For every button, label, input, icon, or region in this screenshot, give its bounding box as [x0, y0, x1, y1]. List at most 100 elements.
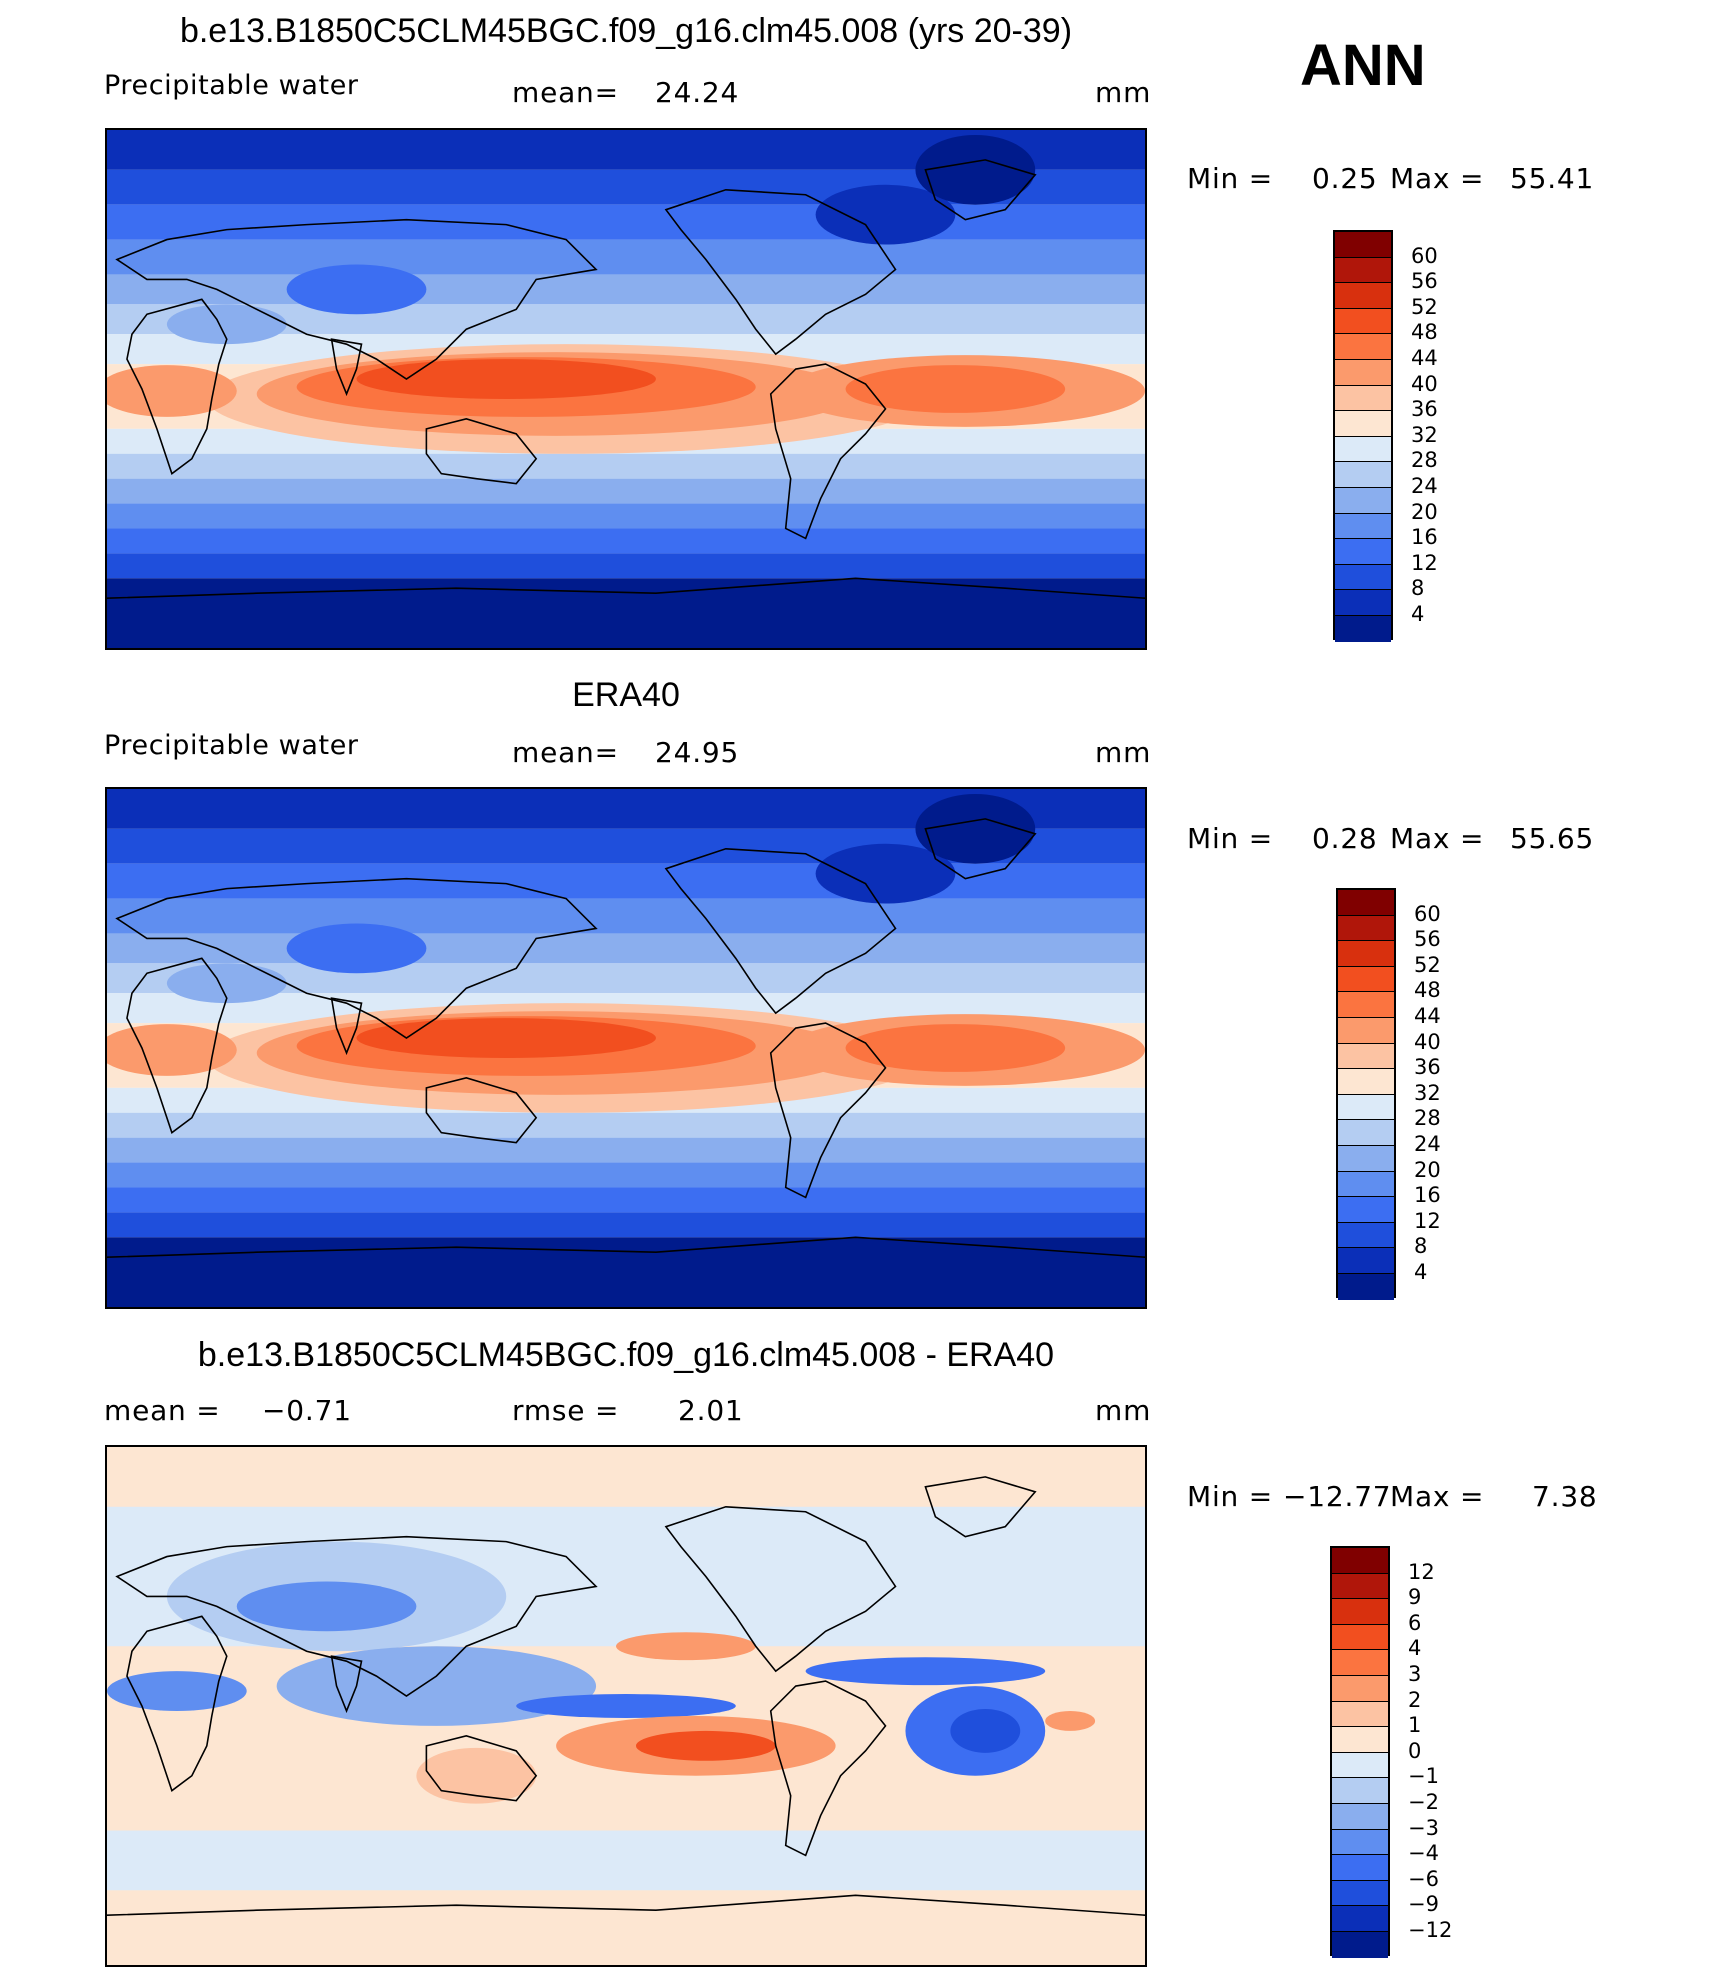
colorbar-tick-label: 32 — [1414, 1080, 1441, 1105]
panel-2-max-value: 55.65 — [1510, 822, 1595, 855]
colorbar-tick-label: −1 — [1408, 1764, 1439, 1789]
panel-1-min-label: Min = — [1187, 162, 1274, 195]
colorbar-tick-label: 44 — [1411, 346, 1438, 370]
colorbar-tick-label: 1 — [1408, 1713, 1422, 1738]
colorbar-tick-label: 28 — [1411, 448, 1438, 473]
colorbar-swatch — [1332, 1855, 1388, 1881]
colorbar-swatch — [1338, 1222, 1394, 1249]
panel-1-variable-label: Precipitable water — [104, 70, 359, 101]
colorbar-swatch — [1335, 487, 1391, 514]
panel-2-title: ERA40 — [572, 676, 680, 714]
colorbar-swatch — [1335, 308, 1391, 335]
colorbar-tick-label: −9 — [1408, 1892, 1439, 1917]
colorbar-tick-label: 20 — [1414, 1157, 1441, 1182]
panel-1-mean-label: mean= — [512, 76, 619, 109]
colorbar-swatch — [1335, 615, 1391, 642]
colorbar-tick-label: 16 — [1414, 1183, 1441, 1208]
colorbar-swatch — [1332, 1727, 1388, 1753]
colorbar-swatch — [1332, 1880, 1388, 1907]
panel-2-min-label: Min = — [1187, 822, 1274, 855]
panel-2-units: mm — [1095, 736, 1152, 769]
panel-2-min-value: 0.28 — [1312, 822, 1378, 855]
panel-1-min-value: 0.25 — [1312, 162, 1378, 195]
colorbar-tick-label: −12 — [1408, 1918, 1453, 1942]
colorbar-swatch — [1338, 1197, 1394, 1223]
panel-3-max-label: Max = — [1390, 1480, 1485, 1513]
colorbar-tick-label: 48 — [1411, 320, 1438, 345]
colorbar-swatch — [1338, 1017, 1394, 1044]
colorbar-swatch — [1332, 1931, 1388, 1958]
colorbar-tick-label: 40 — [1411, 371, 1438, 396]
colorbar-tick-label: 20 — [1411, 499, 1438, 524]
colorbar-swatch — [1338, 941, 1394, 967]
colorbar-tick-label: 4 — [1408, 1636, 1422, 1661]
colorbar-tick-label: 52 — [1411, 294, 1438, 319]
colorbar-tick-label: −3 — [1408, 1815, 1439, 1840]
colorbar-tick-label: −2 — [1408, 1790, 1439, 1814]
colorbar-swatch — [1332, 1573, 1388, 1600]
colorbar-swatch — [1332, 1752, 1388, 1779]
panel-2-variable-label: Precipitable water — [104, 730, 359, 761]
panel-1-max-label: Max = — [1390, 162, 1485, 195]
colorbar-tick-label: 2 — [1408, 1687, 1422, 1712]
colorbar-swatch — [1338, 1248, 1394, 1274]
colorbar-tick-label: 32 — [1411, 422, 1438, 447]
colorbar-tick-label: −6 — [1408, 1866, 1439, 1891]
colorbar-swatch — [1338, 1171, 1394, 1198]
colorbar-tick-label: 44 — [1414, 1004, 1441, 1028]
colorbar-swatch — [1338, 1069, 1394, 1095]
panel-3-min-value: −12.77 — [1283, 1480, 1392, 1513]
colorbar-swatch — [1335, 564, 1391, 591]
colorbar-tick-label: 40 — [1414, 1029, 1441, 1054]
panel-1-units: mm — [1095, 76, 1152, 109]
colorbar-swatch — [1332, 1778, 1388, 1804]
season-label: ANN — [1300, 33, 1426, 98]
colorbar-swatch — [1338, 992, 1394, 1018]
colorbar-tick-label: 12 — [1408, 1559, 1435, 1584]
colorbar-swatch — [1338, 890, 1394, 916]
colorbar-tick-label: −4 — [1408, 1841, 1439, 1866]
colorbar-swatch — [1338, 1120, 1394, 1146]
colorbar-swatch — [1332, 1675, 1388, 1702]
panel-3-rmse-label: rmse = — [512, 1394, 620, 1427]
panel-3-mean-value: −0.71 — [262, 1394, 352, 1427]
panel-3-rmse-value: 2.01 — [678, 1394, 744, 1427]
panel-1-mean-value: 24.24 — [655, 76, 740, 109]
colorbar-swatch — [1332, 1624, 1388, 1651]
colorbar-swatch — [1335, 283, 1391, 309]
colorbar-swatch — [1332, 1701, 1388, 1728]
colorbar-tick-label: 60 — [1414, 901, 1441, 926]
colorbar-tick-label: 8 — [1414, 1234, 1428, 1259]
colorbar-tick-label: 16 — [1411, 525, 1438, 550]
colorbar-tick-label: 9 — [1408, 1585, 1422, 1610]
panel-3-colorbar — [1330, 1546, 1390, 1958]
panel-1-map — [105, 128, 1147, 650]
panel-3-units: mm — [1095, 1394, 1152, 1427]
colorbar-swatch — [1338, 915, 1394, 942]
colorbar-tick-label: 0 — [1408, 1738, 1422, 1763]
colorbar-swatch — [1332, 1803, 1388, 1830]
colorbar-tick-label: 52 — [1414, 952, 1441, 977]
colorbar-tick-label: 3 — [1408, 1662, 1422, 1686]
colorbar-swatch — [1338, 1273, 1394, 1300]
colorbar-swatch — [1338, 1145, 1394, 1172]
colorbar-swatch — [1335, 411, 1391, 437]
colorbar-tick-label: 36 — [1414, 1055, 1441, 1080]
panel-3-min-label: Min = — [1187, 1480, 1274, 1513]
colorbar-swatch — [1335, 359, 1391, 386]
colorbar-swatch — [1332, 1599, 1388, 1625]
colorbar-swatch — [1335, 334, 1391, 360]
panel-3-title: b.e13.B1850C5CLM45BGC.f09_g16.clm45.008 … — [197, 1336, 1055, 1374]
colorbar-swatch — [1335, 436, 1391, 463]
panel-2-mean-label: mean= — [512, 736, 619, 769]
panel-2-max-label: Max = — [1390, 822, 1485, 855]
colorbar-swatch — [1335, 385, 1391, 412]
colorbar-swatch — [1335, 513, 1391, 540]
colorbar-swatch — [1335, 539, 1391, 565]
colorbar-tick-label: 28 — [1414, 1106, 1441, 1131]
colorbar-tick-label: 6 — [1408, 1610, 1422, 1635]
panel-1-max-value: 55.41 — [1510, 162, 1595, 195]
panel-3-map — [105, 1445, 1147, 1967]
colorbar-tick-label: 60 — [1411, 243, 1438, 268]
panel-3-max-value: 7.38 — [1532, 1480, 1598, 1513]
